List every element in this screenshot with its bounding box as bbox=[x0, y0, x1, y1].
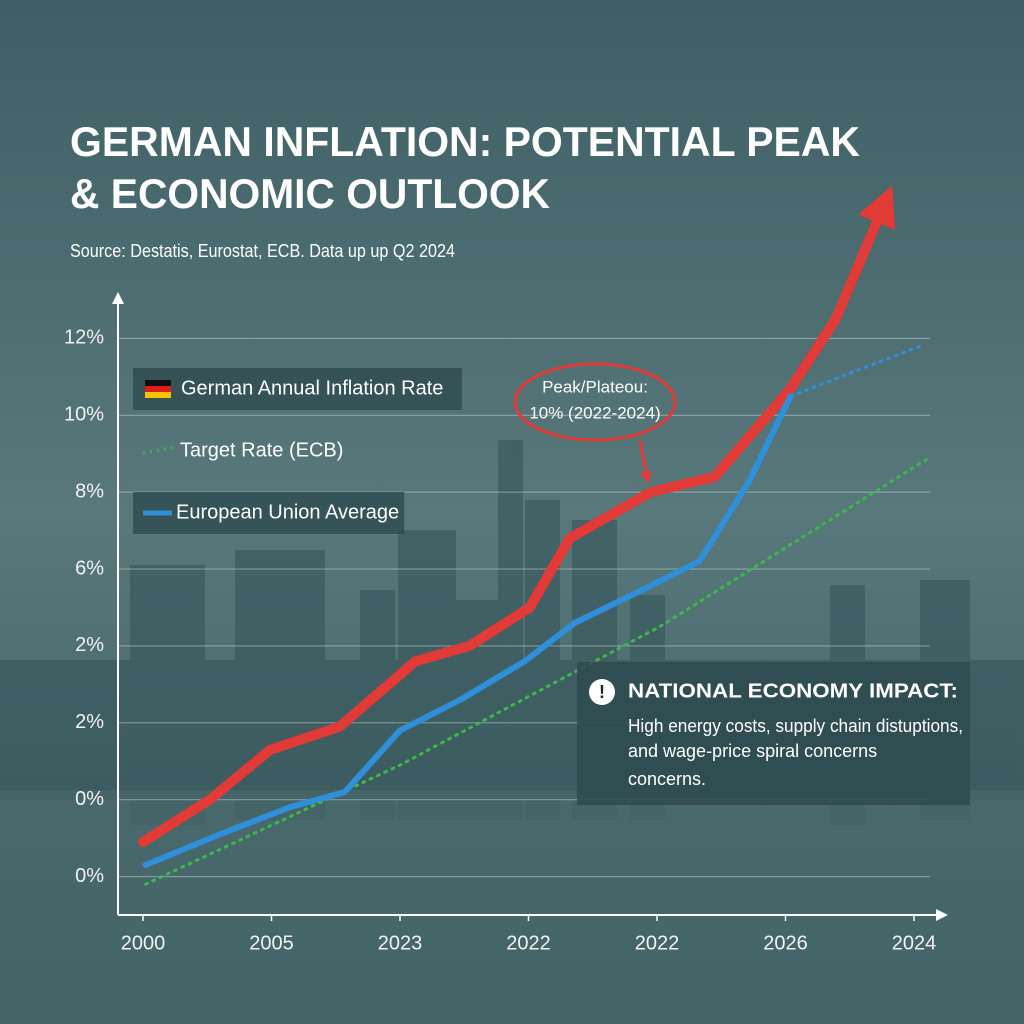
legend-item: European Union Average bbox=[133, 492, 405, 534]
impact-text: High energy costs, supply chain distupti… bbox=[628, 716, 963, 736]
legend-bg bbox=[133, 492, 405, 534]
y-tick-label: 6% bbox=[75, 557, 104, 579]
legend-label: European Union Average bbox=[176, 501, 399, 523]
x-tick-label: 2005 bbox=[249, 932, 294, 954]
legend-flag bbox=[145, 380, 171, 386]
river bbox=[0, 790, 1024, 1024]
annotation: Peak/Plateou: 10% (2022-2024) bbox=[513, 362, 677, 484]
annotation-text: 10% (2022-2024) bbox=[529, 403, 660, 422]
legend-item: Target Rate (ECB) bbox=[142, 439, 343, 461]
impact-icon-mark: ! bbox=[599, 682, 605, 702]
y-tick-label: 2% bbox=[75, 634, 104, 656]
x-tick-label: 2022 bbox=[635, 932, 680, 954]
x-tick-label: 2022 bbox=[506, 932, 551, 954]
annotation-arrow bbox=[638, 439, 652, 484]
y-tick-label: 8% bbox=[75, 480, 104, 502]
legend-bg bbox=[133, 368, 462, 410]
annotation-text: Peak/Plateou: bbox=[542, 377, 648, 396]
impact-text: concerns. bbox=[628, 769, 706, 789]
x-tick-label: 2000 bbox=[121, 932, 166, 954]
series-line bbox=[142, 393, 794, 869]
annotation-circle bbox=[513, 362, 677, 442]
legend-label: German Annual Inflation Rate bbox=[181, 377, 443, 399]
chart-title: GERMAN INFLATION: POTENTIAL PEAK bbox=[70, 118, 860, 165]
y-tick-label: 0% bbox=[75, 788, 104, 810]
legend-flag bbox=[145, 392, 171, 398]
legend: German Annual Inflation Rate Target Rate … bbox=[133, 368, 462, 534]
plot-area: 12% 10% 8% 6% 2% 2% 0% 0% 2000 2005 2023 2022 2022 20… bbox=[64, 185, 937, 954]
impact-box-bg bbox=[577, 662, 970, 805]
series-line bbox=[789, 344, 922, 398]
impact-box: ! NATIONAL ECONOMY IMPACT: High energy c… bbox=[577, 662, 970, 805]
legend-flag bbox=[145, 386, 171, 392]
impact-title: NATIONAL ECONOMY IMPACT: bbox=[628, 680, 958, 702]
y-tick-label: 0% bbox=[75, 865, 104, 887]
impact-text: and wage-price spiral concerns bbox=[628, 741, 877, 761]
y-tick-label: 12% bbox=[64, 327, 104, 349]
chart-title: & ECONOMIC OUTLOOK bbox=[70, 170, 550, 217]
x-tick-label: 2024 bbox=[892, 932, 937, 954]
legend-label: Target Rate (ECB) bbox=[180, 439, 343, 461]
x-tick-label: 2023 bbox=[378, 932, 423, 954]
chart-subtitle: Source: Destatis, Eurostat, ECB. Data up… bbox=[70, 241, 455, 261]
y-tick-label: 2% bbox=[75, 711, 104, 733]
legend-item: German Annual Inflation Rate bbox=[133, 368, 462, 410]
impact-icon bbox=[589, 679, 615, 705]
x-tick-label: 2026 bbox=[763, 932, 808, 954]
y-tick-label: 10% bbox=[64, 404, 104, 426]
series-line bbox=[138, 185, 896, 847]
